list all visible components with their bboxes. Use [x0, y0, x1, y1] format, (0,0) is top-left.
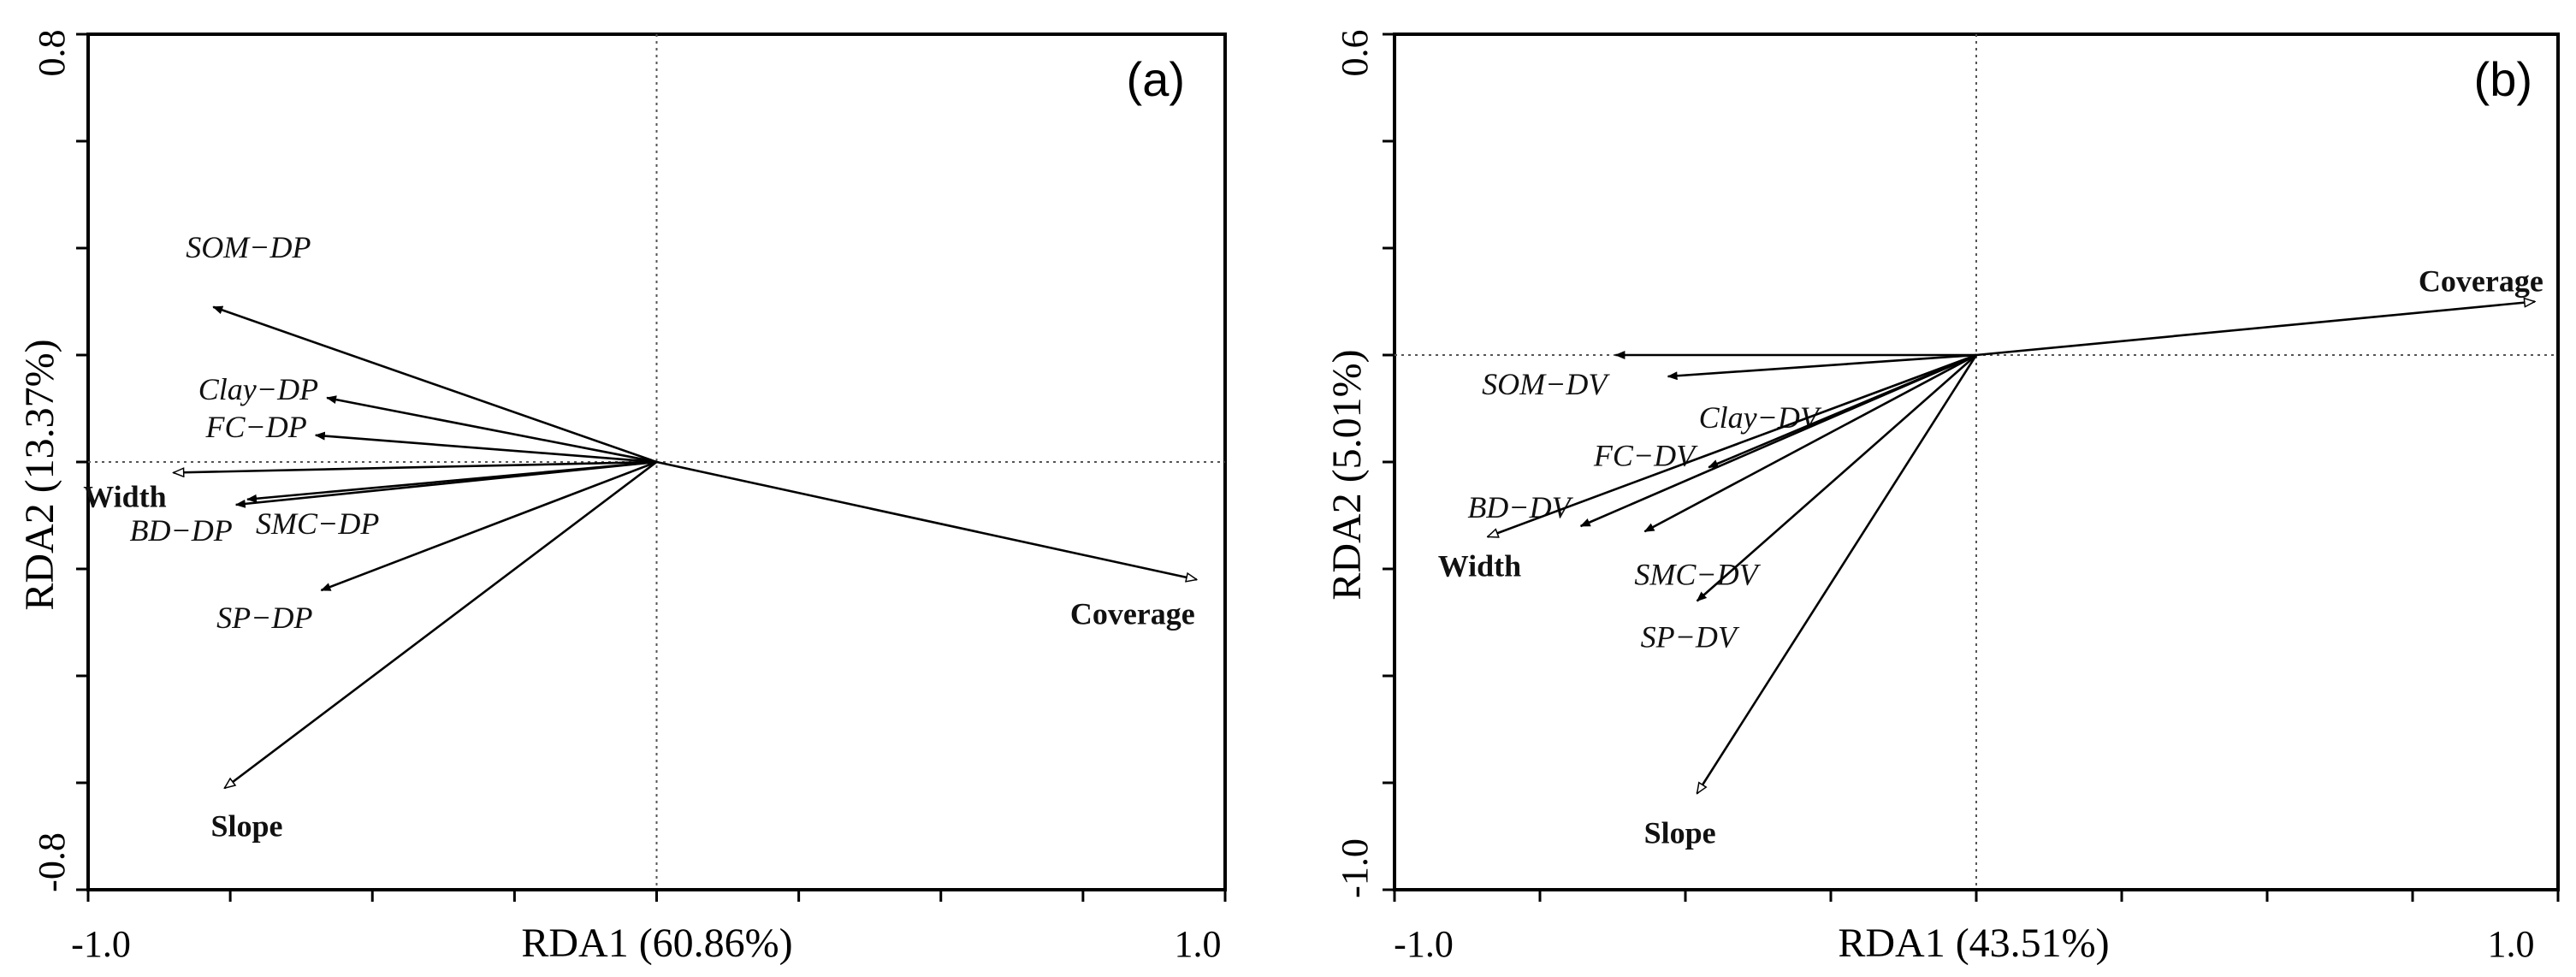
panel-a-response-arrow-smc-dp [246, 460, 657, 503]
panel-a-response-arrow-fc-dp [314, 431, 657, 464]
panel-a-y-tick-label-max: 0.8 [31, 30, 73, 77]
panel-a-letter: (a) [1127, 52, 1185, 106]
panel-a-explanatory-label-slope: Slope [210, 808, 282, 843]
panel-b-letter: (b) [2474, 52, 2532, 106]
panel-a-response-arrow-som-dp [212, 305, 657, 464]
panel-a-biplot: (a) RDA1 (60.86%) RDA2 (13.37%) -1.0 1.0… [17, 30, 1227, 966]
panel-b-response-label-som-dv: SOM−DV [1482, 367, 1610, 401]
panel-a-explanatory-arrow-slope [224, 460, 658, 788]
panel-b-explanatory-label-slope: Slope [1644, 816, 1716, 850]
panel-b-response-arrow-sp-dv [1696, 354, 1977, 602]
panel-b-explanatory-arrow-width [1488, 353, 1977, 537]
panel-b-y-axis-label: RDA2 (5.01%) [1324, 349, 1370, 600]
panel-a-explanatory-label-width: Width [83, 480, 166, 514]
panel-a-response-label-bd-dp: BD−DP [129, 513, 232, 548]
panel-a-response-arrow-sp-dp [320, 460, 657, 592]
panel-a-response-label-som-dp: SOM−DP [186, 230, 311, 264]
panel-a-y-axis-label: RDA2 (13.37%) [17, 339, 62, 610]
panel-a-explanatory-arrow-coverage [656, 460, 1197, 580]
panel-b-response-arrow-smc-dv [1643, 353, 1977, 533]
panel-a-response-label-fc-dp: FC−DP [205, 410, 307, 444]
panel-a-x-tick-label-max: 1.0 [1175, 923, 1222, 965]
panel-a-y-tick-label-min: -0.8 [31, 832, 73, 892]
panel-a-explanatory-label-coverage: Coverage [1070, 597, 1195, 631]
panel-b-response-arrow-bd-dv [1579, 353, 1977, 528]
panel-a-response-label-sp-dp: SP−DP [216, 601, 312, 635]
panel-b-y-tick-label-min: -1.0 [1334, 838, 1376, 898]
panel-b-explanatory-label-width: Width [1438, 549, 1521, 583]
panel-b-response-label-fc-dv: FC−DV [1593, 438, 1698, 472]
panel-a-x-tick-label-min: -1.0 [71, 923, 131, 965]
panel-a-response-label-clay-dp: Clay−DP [198, 372, 318, 406]
panel-b-y-tick-label-max: 0.6 [1334, 30, 1376, 77]
panel-a-explanatory-arrow-width [174, 460, 657, 473]
panel-a-response-label-smc-dp: SMC−DP [256, 506, 379, 541]
panel-b-explanatory-label-coverage: Coverage [2419, 264, 2543, 299]
panel-b-response-label-sp-dv: SP−DV [1641, 620, 1740, 654]
panel-a-x-axis-label: RDA1 (60.86%) [521, 921, 792, 966]
panel-b-biplot: (b) RDA1 (43.51%) RDA2 (5.01%) -1.0 1.0 … [1324, 30, 2560, 966]
panel-a-response-arrow-clay-dp [326, 395, 657, 464]
panel-b-x-axis-label: RDA1 (43.51%) [1838, 921, 2109, 966]
panel-b-response-label-bd-dv: BD−DV [1467, 490, 1573, 524]
panel-b-explanatory-arrow-coverage [1975, 302, 2535, 357]
panel-b-x-tick-label-max: 1.0 [2488, 923, 2535, 965]
panel-b-x-tick-label-min: -1.0 [1394, 923, 1454, 965]
panel-b-response-arrow-clay-dv [1667, 353, 1977, 381]
panel-b-explanatory-arrow-slope [1696, 354, 1978, 794]
